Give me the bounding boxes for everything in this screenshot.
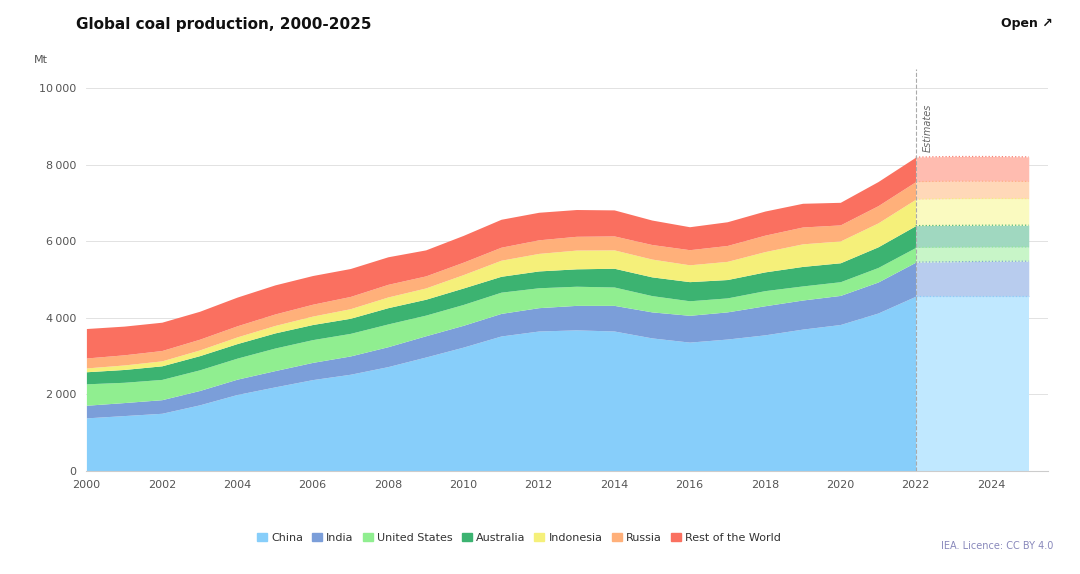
Text: Open ↗: Open ↗: [1001, 17, 1053, 30]
Text: Global coal production, 2000-2025: Global coal production, 2000-2025: [76, 17, 372, 32]
Text: Estimates: Estimates: [923, 103, 933, 152]
Text: IEA. Licence: CC BY 4.0: IEA. Licence: CC BY 4.0: [941, 541, 1053, 551]
Legend: China, India, United States, Australia, Indonesia, Russia, Rest of the World: China, India, United States, Australia, …: [252, 529, 786, 548]
Text: Mt: Mt: [33, 55, 48, 65]
